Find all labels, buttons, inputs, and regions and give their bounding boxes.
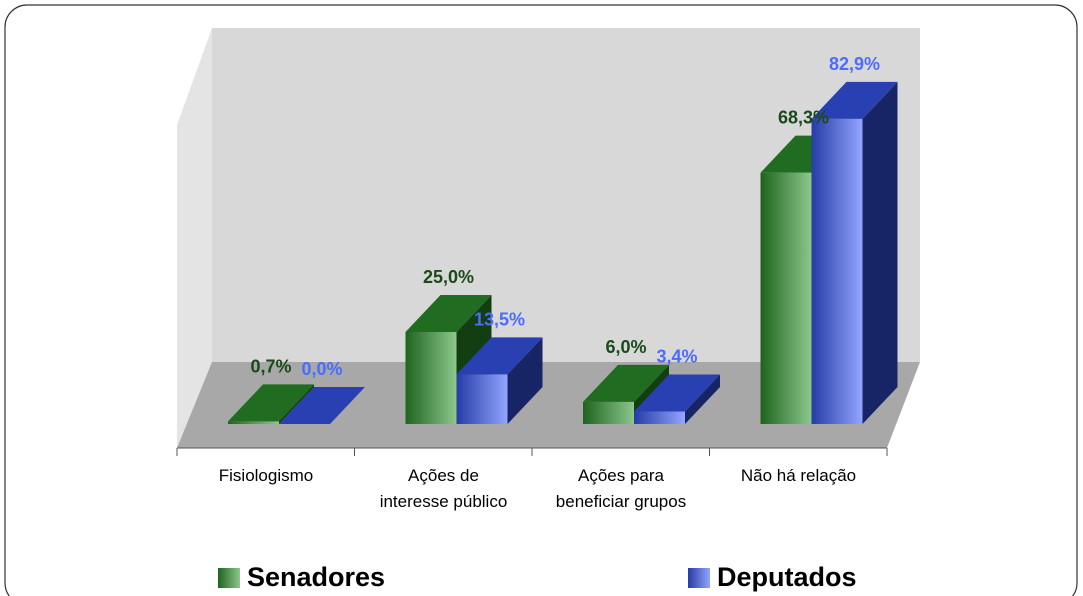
x-tick-label: Ações de interesse público (379, 466, 508, 511)
bar-front (634, 411, 685, 424)
legend-label: Senadores (247, 562, 385, 592)
bar (634, 374, 720, 424)
value-label: 6,0% (605, 337, 646, 357)
bar (228, 384, 314, 424)
value-label: 13,5% (474, 309, 525, 329)
bar-top (634, 374, 720, 412)
bar-side (685, 374, 720, 424)
value-label: 0,0% (301, 359, 342, 379)
bar-top (228, 384, 314, 422)
value-label: 82,9% (829, 54, 880, 74)
floor (177, 362, 920, 448)
x-tick-label: Ações para beneficiar grupos (555, 466, 687, 511)
bar-top (405, 295, 492, 332)
bar (456, 337, 543, 424)
bar-front (760, 172, 812, 424)
bar-top (279, 387, 365, 424)
x-tick-label: Não há relação (740, 466, 857, 485)
bar-front (456, 374, 508, 424)
bar-top (583, 364, 669, 402)
bar-top (456, 337, 543, 375)
value-label: 25,0% (423, 267, 474, 287)
bar-front (583, 401, 634, 424)
side-wall (177, 28, 212, 448)
legend-swatch (218, 568, 240, 588)
bar-top (811, 81, 898, 119)
bar-front (228, 421, 279, 424)
bar-side (507, 337, 543, 424)
value-label: 68,3% (778, 108, 829, 128)
bar-front (405, 332, 457, 424)
x-tick-label: Fisiologismo (218, 466, 314, 485)
value-label: 3,4% (656, 346, 697, 366)
bar-side (862, 81, 898, 424)
bar (279, 387, 365, 424)
value-label: 0,7% (250, 356, 291, 376)
legend-label: Deputados (717, 562, 857, 592)
bar (811, 81, 898, 424)
bar-side (279, 384, 314, 424)
legend-swatch (688, 568, 710, 588)
bar-front (811, 118, 863, 424)
